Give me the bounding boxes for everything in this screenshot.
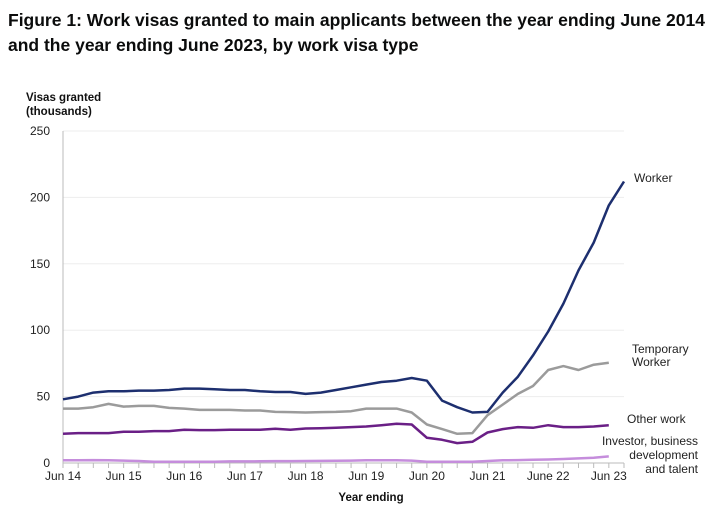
x-tick-label: Jun 16 [166, 469, 202, 483]
series-line-other-work [62, 422, 609, 445]
x-tick-label: June 22 [527, 469, 570, 483]
x-tick-label: Jun 21 [470, 469, 506, 483]
series-label-investor-3: and talent [645, 462, 698, 476]
x-tick-label: Jun 23 [591, 469, 627, 483]
y-tick-label: 250 [30, 124, 50, 138]
x-tick-label: Jun 20 [409, 469, 445, 483]
series-label-temporary-1: Temporary [632, 342, 689, 356]
series-line-investor [63, 455, 609, 463]
x-tick-label: Jun 18 [288, 469, 324, 483]
x-axis-label: Year ending [338, 492, 403, 504]
series-label-investor-1: Investor, business [602, 434, 698, 448]
y-tick-label: 0 [43, 456, 50, 470]
x-tick-label: Jun 15 [106, 469, 142, 483]
y-tick-label: 150 [30, 257, 50, 271]
y-axis-label-line1: Visas granted [26, 92, 101, 104]
series-line-temporary-worker [63, 361, 609, 436]
x-tick-label: Jun 19 [348, 469, 384, 483]
series-label-other-work: Other work [627, 412, 687, 426]
series-label-worker: Worker [634, 171, 672, 185]
x-tick-label: Jun 17 [227, 469, 263, 483]
x-tick-label: Jun 14 [45, 469, 81, 483]
y-tick-label: 100 [30, 323, 50, 337]
series-label-investor-2: development [629, 448, 698, 462]
y-tick-label: 50 [37, 390, 51, 404]
series-label-temporary-2: Worker [632, 355, 670, 369]
y-axis-label-line2: (thousands) [26, 106, 92, 118]
series-line-worker [62, 180, 626, 414]
chart-title: Figure 1: Work visas granted to main app… [8, 10, 705, 55]
y-tick-label: 200 [30, 190, 50, 204]
